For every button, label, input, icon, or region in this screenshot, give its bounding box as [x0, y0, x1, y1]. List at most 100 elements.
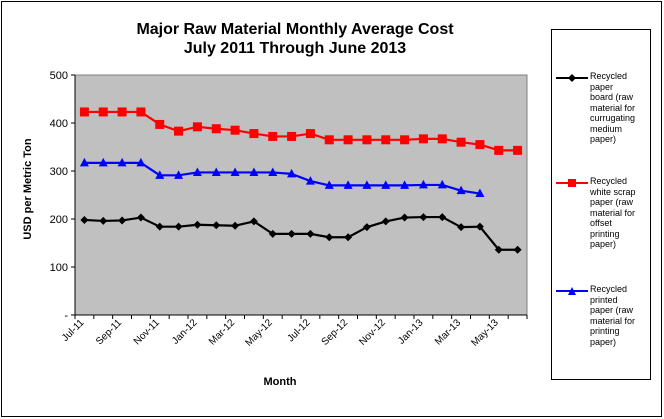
y-tick-label: 500 — [50, 70, 68, 82]
point-white-scrap — [381, 135, 391, 145]
y-tick-label: 400 — [50, 118, 68, 130]
point-white-scrap — [475, 140, 485, 150]
point-printed-paper — [324, 180, 334, 189]
point-paper-board — [174, 222, 183, 231]
point-white-scrap — [155, 119, 165, 129]
point-printed-paper — [343, 180, 353, 189]
legend-swatch-paper-board — [556, 74, 588, 82]
point-paper-board — [325, 233, 334, 242]
point-printed-paper — [249, 167, 259, 176]
point-paper-board — [193, 220, 202, 229]
x-tick-label: Mar-13 — [433, 317, 463, 347]
chart-title-line-2: July 2011 Through June 2013 — [183, 40, 407, 57]
point-white-scrap — [418, 134, 428, 144]
point-paper-board — [231, 221, 240, 230]
chart-title: Major Raw Material Monthly Average Cost … — [90, 20, 500, 58]
x-tick-label: Nov-12 — [357, 317, 388, 348]
point-printed-paper — [287, 168, 297, 178]
point-paper-board — [438, 213, 447, 222]
point-printed-paper — [155, 170, 165, 179]
point-white-scrap — [343, 135, 353, 145]
point-paper-board — [475, 222, 484, 231]
legend-label-printed-paper: Recycled printed paper (raw material for… — [590, 284, 636, 347]
point-white-scrap — [136, 107, 146, 117]
point-printed-paper — [117, 157, 127, 167]
point-printed-paper — [79, 157, 89, 167]
x-tick-label: Mar-12 — [207, 317, 237, 347]
point-white-scrap — [117, 107, 127, 117]
point-white-scrap — [305, 129, 315, 139]
point-printed-paper — [192, 167, 202, 176]
point-printed-paper — [437, 179, 447, 189]
point-white-scrap — [437, 134, 447, 144]
point-paper-board — [381, 217, 390, 226]
point-paper-board — [400, 213, 409, 222]
point-printed-paper — [268, 167, 278, 176]
point-white-scrap — [249, 129, 259, 139]
legend-label-paper-board: Recycled paper board (raw material for c… — [590, 71, 636, 144]
point-paper-board — [136, 213, 145, 222]
point-white-scrap — [494, 145, 504, 155]
point-printed-paper — [98, 157, 108, 167]
point-white-scrap — [211, 124, 221, 134]
x-tick-label: Nov-11 — [132, 317, 162, 347]
y-axis-label: USD per Metric Ton — [22, 138, 34, 240]
y-tick-label: - — [64, 310, 68, 322]
plot-area — [74, 74, 528, 316]
point-printed-paper — [305, 176, 315, 185]
point-paper-board — [513, 245, 522, 254]
point-white-scrap — [456, 137, 466, 147]
point-printed-paper — [456, 185, 466, 195]
point-printed-paper — [418, 179, 428, 189]
point-paper-board — [344, 233, 353, 242]
point-paper-board — [99, 216, 108, 225]
point-white-scrap — [362, 135, 372, 145]
series-line-printed-paper — [84, 161, 481, 195]
point-paper-board — [118, 216, 127, 225]
point-white-scrap — [513, 145, 523, 155]
point-paper-board — [249, 217, 258, 226]
x-axis-label: Month — [263, 376, 297, 388]
point-paper-board — [419, 213, 428, 222]
series-line-paper-board — [84, 215, 518, 251]
point-paper-board — [80, 215, 89, 224]
point-printed-paper — [230, 167, 240, 176]
y-tick-label: 300 — [50, 166, 68, 178]
point-printed-paper — [400, 180, 410, 189]
point-printed-paper — [475, 188, 485, 198]
chart-title-line-1: Major Raw Material Monthly Average Cost — [136, 21, 454, 38]
point-printed-paper — [136, 157, 146, 167]
point-white-scrap — [324, 135, 334, 145]
point-white-scrap — [400, 135, 410, 145]
point-white-scrap — [268, 131, 278, 141]
y-tick-label: 100 — [50, 262, 68, 274]
point-white-scrap — [98, 107, 108, 117]
x-tick-label: Jul-12 — [285, 317, 312, 344]
point-printed-paper — [211, 167, 221, 176]
legend: Recycled paper board (raw material for c… — [551, 29, 651, 380]
x-tick-label: Jan-13 — [396, 317, 426, 347]
legend-label-white-scrap: Recycled white scrap paper (raw material… — [590, 176, 636, 249]
point-paper-board — [494, 245, 503, 254]
point-white-scrap — [287, 131, 297, 141]
x-tick-label: May-13 — [470, 317, 502, 349]
point-paper-board — [287, 229, 296, 238]
x-tick-label: Sep-11 — [94, 317, 124, 347]
x-tick-label: Sep-12 — [320, 317, 351, 348]
point-white-scrap — [79, 107, 89, 117]
x-tick-label: May-12 — [244, 317, 276, 349]
point-paper-board — [268, 229, 277, 238]
point-paper-board — [306, 229, 315, 238]
point-paper-board — [212, 221, 221, 230]
point-paper-board — [155, 222, 164, 231]
point-white-scrap — [192, 122, 202, 132]
point-white-scrap — [230, 125, 240, 135]
x-tick-label: Jan-12 — [170, 317, 200, 347]
point-paper-board — [457, 223, 466, 232]
legend-swatch-printed-paper — [556, 287, 588, 295]
point-white-scrap — [174, 126, 184, 136]
point-printed-paper — [174, 170, 184, 179]
y-tick-label: 200 — [50, 214, 68, 226]
point-printed-paper — [362, 180, 372, 189]
